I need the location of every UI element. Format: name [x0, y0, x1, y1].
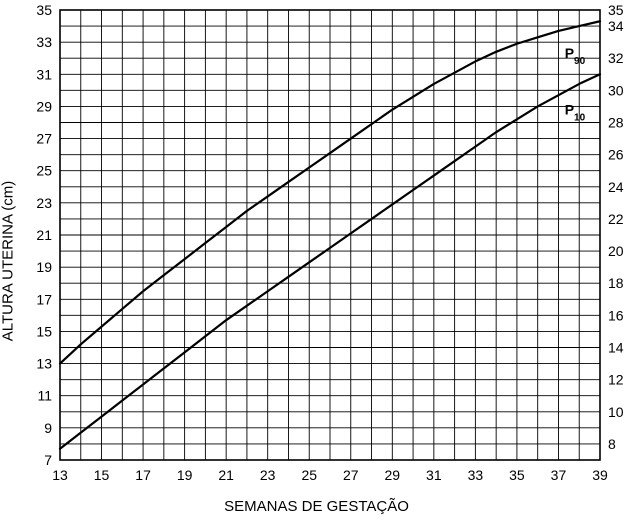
- y-tick-label-right: 26: [608, 147, 624, 163]
- x-tick-label: 13: [52, 467, 68, 483]
- y-tick-label-left: 25: [36, 163, 52, 179]
- y-tick-label-right: 30: [608, 82, 624, 98]
- y-tick-label-left: 35: [36, 2, 52, 18]
- y-tick-label-right: 14: [608, 340, 624, 356]
- y-tick-label-left: 9: [44, 420, 52, 436]
- x-tick-label: 31: [426, 467, 442, 483]
- x-tick-label: 25: [301, 467, 317, 483]
- y-tick-label-left: 31: [36, 66, 52, 82]
- x-tick-label: 37: [551, 467, 567, 483]
- y-tick-label-right: 34: [608, 18, 624, 34]
- x-tick-label: 15: [94, 467, 110, 483]
- y-tick-label-left: 23: [36, 195, 52, 211]
- y-tick-label-right: 24: [608, 179, 624, 195]
- y-tick-label-left: 15: [36, 323, 52, 339]
- y-tick-label-left: 7: [44, 452, 52, 468]
- chart-svg: 13 15 17 19 21 23 25 27 29 31 33 35 37 39 7 9 11 13 15 17 19…: [0, 0, 633, 521]
- y-tick-label-left: 21: [36, 227, 52, 243]
- x-axis-label: SEMANAS DE GESTAÇÃO: [224, 498, 409, 515]
- fundal-height-chart: ALTURA UTERINA (cm) SEMANAS DE GESTAÇÃO …: [0, 0, 633, 521]
- x-tick-label: 21: [218, 467, 234, 483]
- y-tick-label-right: 35: [608, 2, 624, 18]
- x-tick-label: 19: [177, 467, 193, 483]
- y-tick-label-right: 8: [608, 436, 616, 452]
- x-tick-label: 17: [135, 467, 151, 483]
- y-tick-label-left: 19: [36, 259, 52, 275]
- y-tick-label-right: 12: [608, 372, 624, 388]
- y-tick-label-left: 27: [36, 131, 52, 147]
- x-tick-label: 33: [468, 467, 484, 483]
- x-tick-label: 39: [592, 467, 608, 483]
- y-tick-label-right: 20: [608, 243, 624, 259]
- y-tick-label-left: 11: [37, 388, 52, 404]
- x-tick-label: 27: [343, 467, 359, 483]
- y-tick-label-right: 18: [608, 275, 624, 291]
- y-tick-label-left: 33: [36, 34, 52, 50]
- y-tick-label-right: 32: [608, 50, 624, 66]
- y-tick-label-right: 10: [608, 404, 624, 420]
- y-tick-label-right: 28: [608, 115, 624, 131]
- y-tick-label-left: 29: [36, 98, 52, 114]
- x-tick-label: 35: [509, 467, 525, 483]
- y-tick-label-right: 16: [608, 307, 624, 323]
- y-axis-label: ALTURA UTERINA (cm): [0, 180, 17, 341]
- y-tick-label-right: 22: [608, 211, 624, 227]
- y-tick-label-left: 17: [36, 291, 52, 307]
- x-tick-label: 23: [260, 467, 276, 483]
- y-tick-label-left: 13: [36, 356, 52, 372]
- x-tick-label: 29: [385, 467, 401, 483]
